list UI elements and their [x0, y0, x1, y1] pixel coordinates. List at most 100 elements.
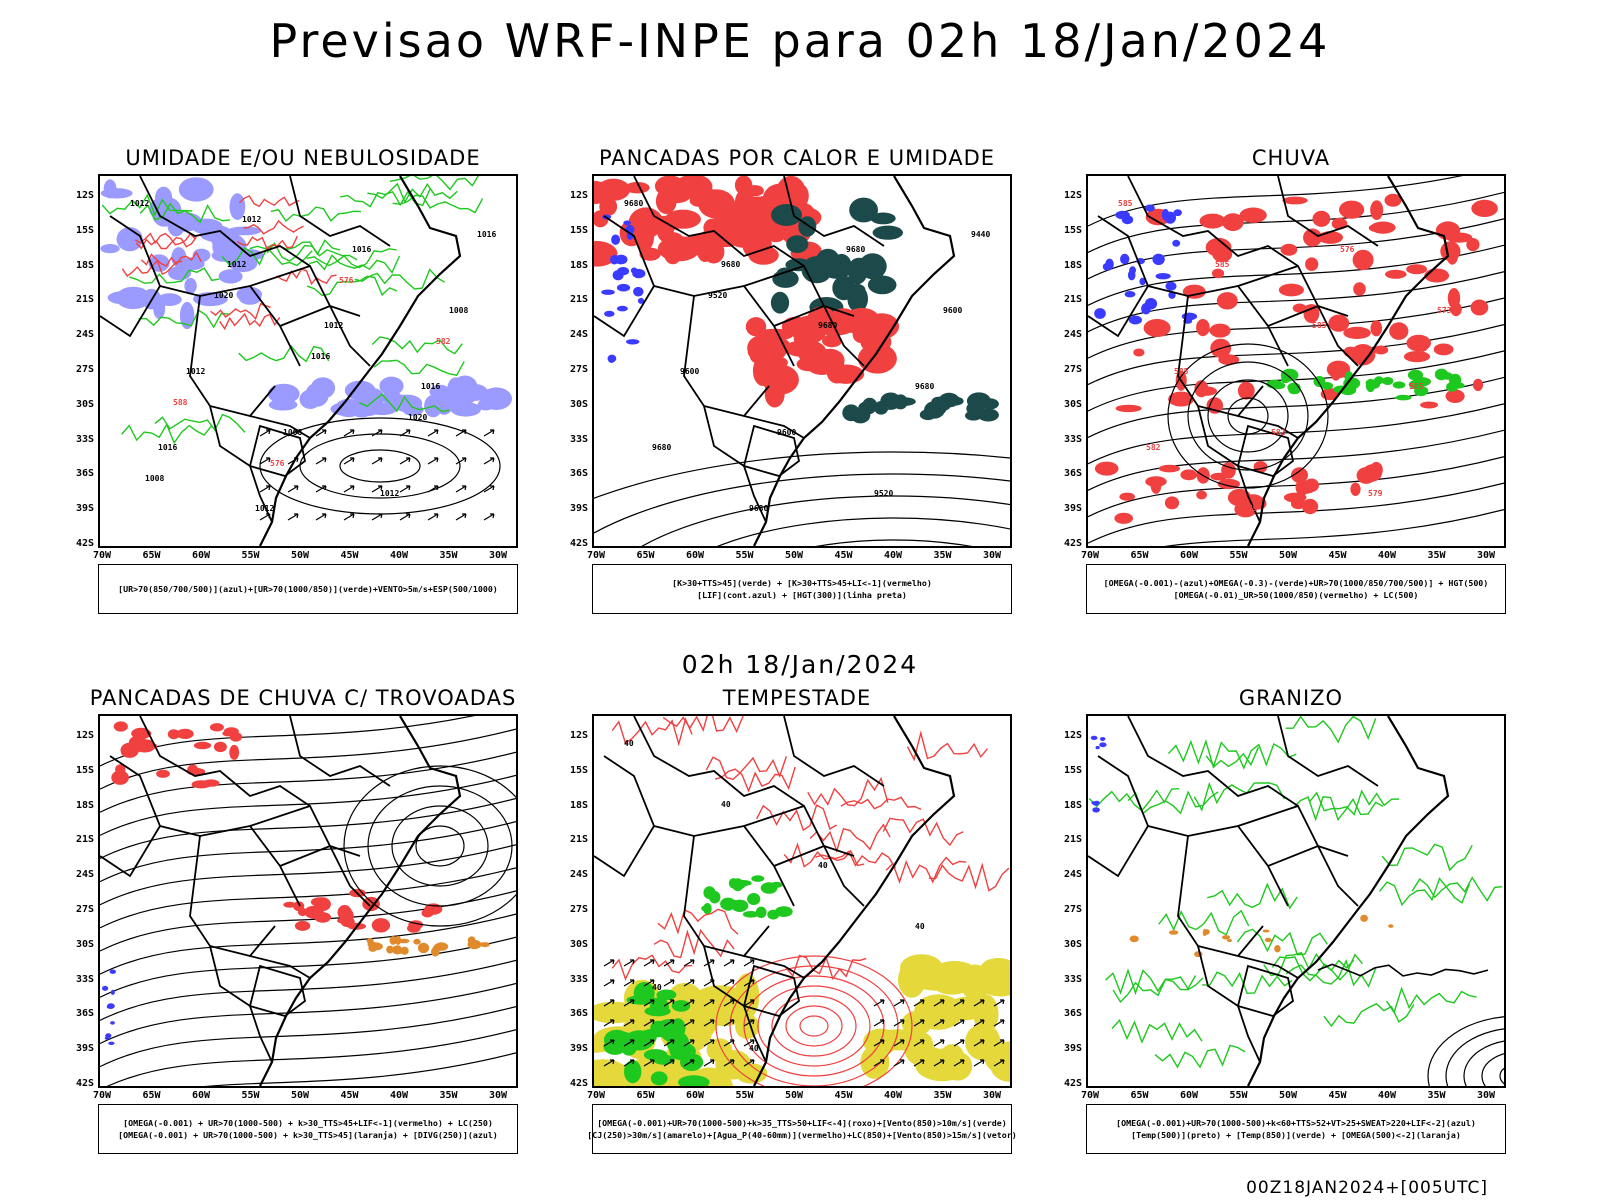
panel-title: GRANIZO [1238, 686, 1344, 710]
latitude-tick-label: 39S [569, 1043, 588, 1055]
humidity-green-contour [371, 336, 463, 355]
latitude-tick-label: 36S [569, 1008, 588, 1020]
state-borders [1088, 716, 1379, 1063]
svg-text:40: 40 [749, 1044, 759, 1053]
coastline [259, 176, 462, 546]
latitude-tick-label: 21S [569, 834, 588, 846]
svg-text:573: 573 [1437, 306, 1452, 315]
latitude-tick-label: 36S [75, 468, 94, 480]
longitude-tick-label: 70W [586, 550, 606, 561]
latitude-tick-label: 39S [75, 503, 94, 515]
thickness-red-contour [219, 312, 281, 331]
humidity-green-contour [138, 309, 229, 329]
longitude-tick-label: 70W [92, 1090, 112, 1101]
latitude-tick-label: 33S [569, 973, 588, 985]
temp850-green-contour [1323, 1002, 1415, 1028]
longitude-tick-label: 45W [834, 1090, 853, 1101]
longitude-tick-label: 50W [1278, 1090, 1298, 1101]
svg-text:576: 576 [339, 276, 354, 285]
map-frame: 585 585 585 585 582 579 576 573 585 582 579 [1086, 174, 1506, 548]
coastline [753, 716, 956, 1086]
latitude-tick-label: 42S [75, 1078, 94, 1089]
latitude-tick-label: 30S [569, 398, 588, 410]
longitude-tick-label: 65W [636, 550, 655, 561]
thickness-red-contour [210, 302, 271, 321]
temp850-green-contour [1193, 781, 1285, 812]
humidity-green-contour [359, 393, 450, 413]
legend-line: [OMEGA(-0.001)+UR>70(1000-500)+k<60+TTS>… [1116, 1118, 1476, 1128]
latitude-tick-label: 12S [75, 190, 94, 201]
temp850-green-contour [1105, 968, 1197, 996]
latitude-tick-label: 15S [569, 224, 588, 236]
temp500-black-contour [1317, 963, 1489, 977]
forecast-panel: CHUVA 585 585 585 585 582 579 576 573 585 582 579 12… [1046, 146, 1536, 626]
footer-timestamp: 00Z18JAN2024+[005UTC] [1246, 1178, 1488, 1198]
latitude-tick-label: 18S [1063, 259, 1082, 271]
latitude-axis: 12S 15S 18S 21S 24S 27S 30S 33S 36S 39S 42S [58, 174, 96, 549]
svg-text:1016: 1016 [352, 245, 371, 254]
latitude-tick-label: 24S [569, 329, 588, 341]
legend-box: [OMEGA(-0.001)+UR>70(1000-500)+k>35_TTS>… [587, 1104, 1017, 1154]
svg-text:9680: 9680 [652, 443, 671, 452]
wind-vectors-west [603, 959, 755, 1067]
svg-text:576: 576 [270, 459, 285, 468]
humidity-green-contour [306, 275, 398, 297]
svg-text:9680: 9680 [818, 321, 837, 330]
temp850-green-contour [1154, 1044, 1246, 1069]
water-red-contours [715, 955, 913, 1086]
temp850-green-contour [1381, 843, 1473, 872]
longitude-tick-label: 55W [241, 550, 260, 561]
svg-text:1016: 1016 [158, 443, 177, 452]
uruguay-border [742, 424, 801, 477]
uruguay-border [1236, 424, 1295, 477]
humidity-blue-area [100, 177, 264, 330]
precip-water-contour [807, 776, 889, 807]
longitude-tick-label: 70W [92, 550, 112, 561]
svg-text:1012: 1012 [380, 489, 399, 498]
temp850-green-contour [1111, 1019, 1203, 1044]
divergence-blue [102, 969, 116, 1045]
temp850-green-contour [1378, 877, 1471, 907]
svg-text:1012: 1012 [227, 260, 246, 269]
humidity-green-contour [392, 194, 484, 214]
longitude-tick-label: 40W [389, 550, 409, 561]
thunder-red-south [283, 888, 443, 933]
latitude-tick-label: 12S [1063, 190, 1082, 201]
longitude-tick-label: 65W [1130, 550, 1149, 561]
height-contours [594, 451, 1010, 546]
humidity-green-contour [238, 344, 330, 363]
latitude-tick-label: 21S [75, 834, 94, 846]
latitude-tick-label: 36S [569, 468, 588, 480]
map-canvas: 585 585 585 585 582 579 576 573 585 582 579 [1088, 176, 1504, 546]
svg-text:579: 579 [1243, 504, 1258, 513]
precip-water-contour [906, 730, 989, 762]
precip-water-contour [653, 928, 735, 959]
uruguay-border [742, 964, 801, 1017]
precip-water-contour [715, 766, 796, 793]
precip-water-contour [928, 862, 1010, 892]
latitude-tick-label: 15S [1063, 764, 1082, 776]
legend-line: [LIF](cont.azul) + [HGT(300)](linha pret… [697, 590, 907, 600]
longitude-tick-label: 40W [883, 550, 903, 561]
latitude-tick-label: 12S [75, 730, 94, 741]
temp500-contours [1427, 1016, 1504, 1086]
latitude-tick-label: 24S [75, 329, 94, 341]
longitude-axis: 70W 65W 60W 55W 50W 45W 40W 35W 30W [587, 1090, 1012, 1102]
latitude-tick-label: 21S [1063, 834, 1082, 846]
temp850-green-contour [1271, 953, 1363, 982]
svg-text:585: 585 [1215, 260, 1230, 269]
longitude-tick-label: 30W [488, 550, 508, 561]
svg-text:1016: 1016 [311, 352, 330, 361]
contour-labels: 1012 1012 1012 1016 1016 1012 1016 1008 1012 1008… [130, 199, 496, 513]
longitude-tick-label: 35W [1427, 1090, 1446, 1101]
state-borders [1088, 176, 1379, 523]
legend-box: [OMEGA(-0.001)+UR>70(1000-500)+k<60+TTS>… [1086, 1104, 1506, 1154]
legend-box: [K>30+TTS>45](verde) + [K>30+TTS>45+LI<-… [592, 564, 1012, 614]
streamlines-250 [100, 716, 516, 1086]
longitude-tick-label: 50W [1278, 550, 1298, 561]
latitude-tick-label: 27S [75, 904, 94, 915]
orange-band [366, 935, 490, 957]
longitude-tick-label: 30W [982, 550, 1002, 561]
latitude-tick-label: 27S [1063, 364, 1082, 375]
legend-line: [CJ(250)>30m/s](amarelo)+[Agua_P(40-60mm… [587, 1130, 1017, 1140]
